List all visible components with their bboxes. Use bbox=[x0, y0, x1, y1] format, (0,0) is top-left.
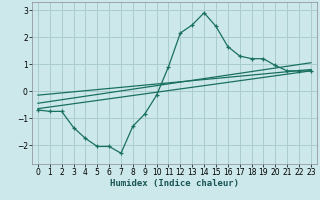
X-axis label: Humidex (Indice chaleur): Humidex (Indice chaleur) bbox=[110, 179, 239, 188]
